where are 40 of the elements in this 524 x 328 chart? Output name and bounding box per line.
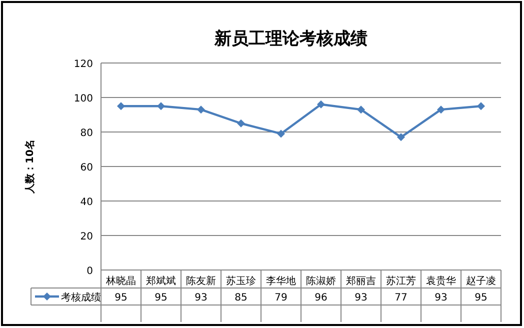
data-label: 79 — [274, 292, 288, 304]
point — [477, 102, 485, 110]
point — [237, 119, 245, 128]
data-label: 95 — [154, 292, 168, 304]
x-tick-label: 苏江芳 — [386, 275, 416, 287]
legend-label: 考核成绩 — [61, 292, 101, 304]
x-tick-label: 苏玉珍 — [226, 275, 256, 287]
y-tick-label: 60 — [80, 162, 93, 174]
point — [157, 102, 165, 110]
point — [197, 106, 205, 114]
point — [317, 100, 325, 108]
data-label: 77 — [394, 292, 408, 304]
point — [437, 106, 445, 114]
x-tick-label: 陈友新 — [186, 275, 216, 287]
y-tick-label: 120 — [74, 59, 93, 70]
y-tick-label: 0 — [86, 266, 93, 277]
data-label: 85 — [234, 292, 248, 304]
data-label: 93 — [354, 292, 368, 304]
chart-title: 新员工理论考核成绩 — [214, 29, 368, 49]
y-tick-label: 100 — [74, 94, 93, 104]
point — [117, 102, 125, 110]
x-tick-label: 赵子凌 — [466, 275, 496, 287]
x-tick-label: 袁贵华 — [426, 275, 456, 287]
point — [277, 130, 285, 138]
data-label: 95 — [474, 292, 488, 304]
x-tick-label: 郑丽吉 — [346, 275, 376, 287]
x-tick-label: 李华地 — [266, 275, 296, 287]
y-axis-title: 人数：10名 — [24, 140, 36, 194]
data-label: 95 — [114, 292, 128, 304]
point — [357, 106, 365, 114]
y-tick-label: 40 — [80, 197, 93, 208]
data-label: 93 — [194, 292, 208, 304]
y-tick-label: 20 — [80, 232, 93, 242]
data-label: 96 — [314, 292, 328, 304]
data-label: 93 — [434, 292, 448, 304]
x-tick-label: 郑斌斌 — [146, 275, 176, 287]
y-tick-label: 80 — [80, 128, 93, 139]
x-tick-label: 林晓晶 — [105, 275, 136, 287]
point — [397, 133, 405, 142]
x-tick-label: 陈淑娇 — [306, 275, 336, 287]
